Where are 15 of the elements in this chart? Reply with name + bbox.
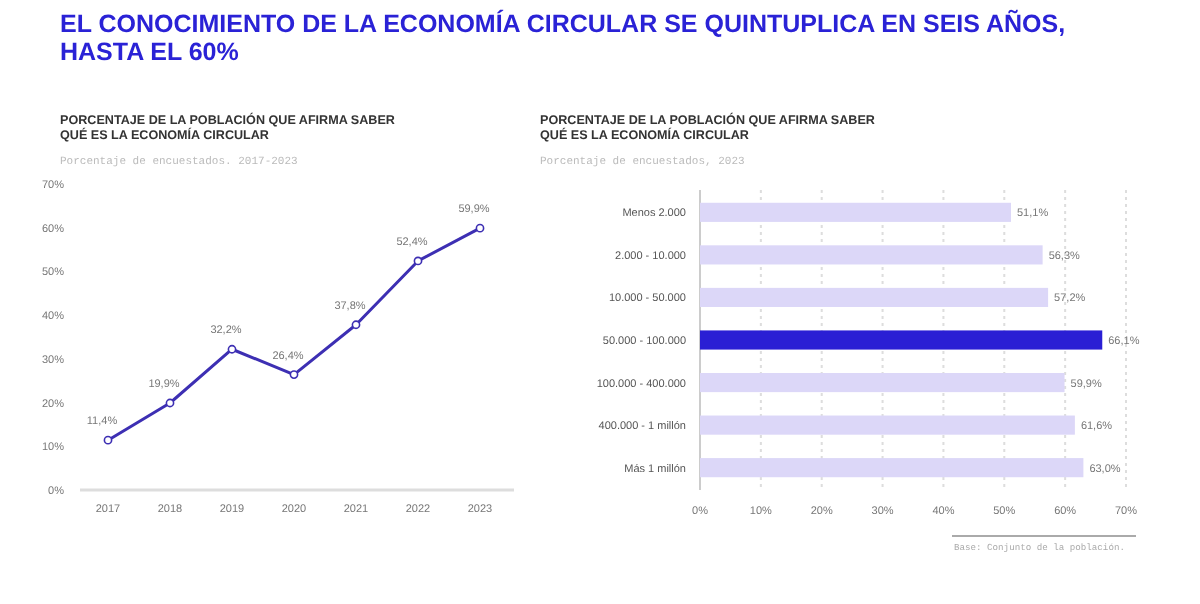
point <box>351 320 361 330</box>
point <box>289 370 299 379</box>
bar <box>700 287 1049 308</box>
point <box>227 344 237 354</box>
point <box>413 256 423 266</box>
bar <box>700 202 1011 222</box>
bar <box>700 330 1103 350</box>
point <box>165 398 175 408</box>
bar <box>700 458 1084 478</box>
bar <box>700 415 1075 435</box>
bar <box>700 245 1043 265</box>
point <box>103 435 113 445</box>
point <box>475 223 485 233</box>
bar <box>700 372 1065 393</box>
text: EL CONOCIMIENTO DE LA ECONOMÍA CIRCULAR SE QUINTUPLICA EN SEIS AÑOS, HASTA EL 60% <box>60 8 1066 66</box>
